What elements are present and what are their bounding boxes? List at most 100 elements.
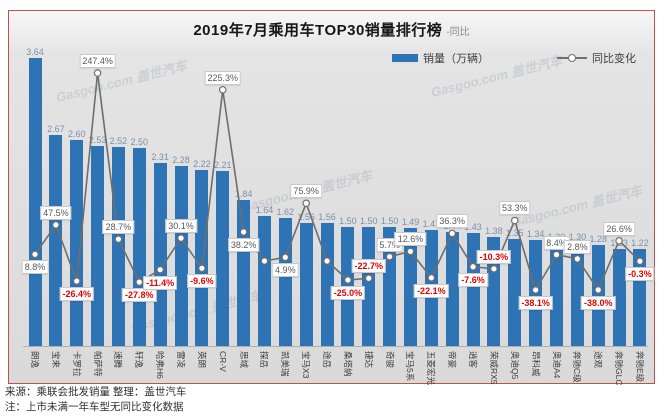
line-point — [302, 199, 310, 208]
line-point — [93, 69, 102, 77]
bar — [216, 171, 230, 346]
bar — [91, 145, 105, 346]
chart-title: 2019年7月乘用车TOP30销量排行榜 — [193, 22, 443, 39]
chart-title-suffix: -同比 — [446, 27, 470, 38]
line-point — [490, 265, 498, 273]
bar-value-label: 1.22 — [631, 238, 649, 249]
line-point — [281, 253, 290, 262]
line-point — [573, 255, 582, 263]
bar — [195, 170, 209, 346]
bar-value-label: 1.84 — [234, 189, 253, 200]
yoy-value-label: 38.2% — [227, 237, 260, 252]
bar — [508, 239, 522, 346]
bar-value-label: 1.50 — [339, 216, 357, 227]
legend-yoy-label: 同比变化 — [592, 53, 636, 65]
yoy-value-label: 4.9% — [272, 263, 299, 278]
line-point — [177, 234, 185, 242]
bar — [550, 243, 563, 346]
bar-value-label: 1.50 — [380, 216, 399, 227]
line-point — [31, 250, 39, 259]
line-point — [594, 286, 603, 294]
line-point — [531, 286, 540, 294]
bar — [49, 134, 63, 346]
yoy-value-label: -25.0% — [330, 286, 366, 300]
bar-value-label: 1.28 — [589, 233, 607, 244]
line-point — [469, 262, 477, 271]
bar-value-label: 1.64 — [255, 205, 274, 216]
bar-value-label: 2.50 — [130, 137, 149, 148]
bar-value-label: 2.52 — [109, 135, 128, 146]
legend-yoy: 同比变化 — [557, 51, 636, 65]
line-point — [135, 278, 144, 286]
line-point — [156, 265, 164, 274]
line-point — [260, 257, 269, 265]
bar-value-label: 1.47 — [422, 218, 441, 229]
yoy-value-label: -10.3% — [476, 249, 512, 264]
bar — [257, 216, 271, 346]
plot-area: Gasgoo.com 盖世汽车 Gasgoo.com 盖世汽车 Gasgoo.com… — [9, 11, 655, 385]
bar — [403, 228, 417, 346]
bar — [570, 243, 584, 346]
bar-value-label: 3.64 — [26, 47, 44, 57]
bar-value-label: 1.30 — [568, 232, 587, 243]
yoy-value-label: -38.1% — [518, 295, 553, 310]
line-point — [198, 264, 206, 273]
bar — [362, 227, 376, 346]
yoy-value-label: -38.0% — [580, 295, 616, 310]
bar — [612, 248, 626, 346]
yoy-line-chart — [31, 69, 644, 294]
line-point — [52, 221, 60, 229]
chart-frame: 2019年7月乘用车TOP30销量排行榜 -同比 销量（万辆） 同比变化 Gasg… — [8, 10, 655, 385]
footer-source: 来源：乘联会批发销量 整理：盖世汽车 — [5, 386, 187, 398]
line-point — [344, 276, 352, 284]
line-point — [364, 274, 373, 283]
line-point — [114, 235, 123, 243]
yoy-value-label: 47.5% — [40, 205, 72, 220]
yoy-value-label: 30.1% — [165, 219, 197, 234]
yoy-value-label: 247.4% — [79, 53, 116, 68]
bar-value-label: 2.22 — [193, 159, 211, 170]
legend-sales-label: 销量（万辆） — [423, 53, 489, 65]
bar-value-label: 2.21 — [213, 160, 232, 171]
yoy-value-label: -22.7% — [351, 259, 387, 274]
bar-value-label: 1.56 — [318, 211, 336, 222]
bar — [445, 232, 459, 346]
yoy-value-label: 225.3% — [204, 70, 241, 85]
bar-value-label: 1.56 — [297, 211, 315, 222]
line-point — [385, 252, 394, 261]
line-point — [448, 229, 457, 238]
bar-value-label: 1.62 — [276, 206, 295, 217]
yoy-value-label: 8.8% — [21, 260, 49, 275]
yoy-value-label: 12.6% — [394, 232, 427, 247]
yoy-value-label: -11.4% — [143, 275, 178, 290]
footer-note: 注：上市未满一年车型无同比变化数据 — [5, 401, 184, 413]
line-marker-icon — [557, 54, 587, 62]
bar-swatch-icon — [392, 54, 418, 62]
line-point — [615, 236, 623, 245]
yoy-value-label: 75.9% — [290, 184, 322, 199]
line-point — [218, 85, 227, 94]
bar — [591, 244, 605, 346]
line-point — [427, 273, 436, 282]
bar-value-label: 1.49 — [401, 217, 420, 228]
line-point — [510, 216, 519, 225]
yoy-value-label: 26.6% — [603, 221, 635, 236]
chart-title-wrap: 2019年7月乘用车TOP30销量排行榜 -同比 — [9, 19, 654, 40]
bar-value-label: 2.28 — [172, 154, 190, 165]
bar-value-label: 1.43 — [464, 221, 482, 232]
bar-value-label: 2.31 — [151, 152, 169, 163]
yoy-value-label: -27.8% — [122, 288, 157, 303]
bar-value-label: 2.60 — [67, 129, 86, 140]
yoy-value-label: 36.3% — [436, 214, 468, 229]
yoy-value-label: -9.6% — [187, 274, 217, 289]
bar — [111, 146, 125, 346]
bar-value-label: 1.50 — [359, 216, 378, 227]
bar — [174, 165, 188, 346]
yoy-value-label: -22.1% — [414, 283, 449, 298]
bar-value-label: 2.53 — [88, 134, 107, 145]
bar — [487, 236, 501, 346]
bar — [299, 222, 313, 346]
yoy-value-label: -0.3% — [625, 267, 655, 282]
x-axis-line — [23, 346, 648, 347]
yoy-value-label: 2.8% — [564, 239, 591, 254]
